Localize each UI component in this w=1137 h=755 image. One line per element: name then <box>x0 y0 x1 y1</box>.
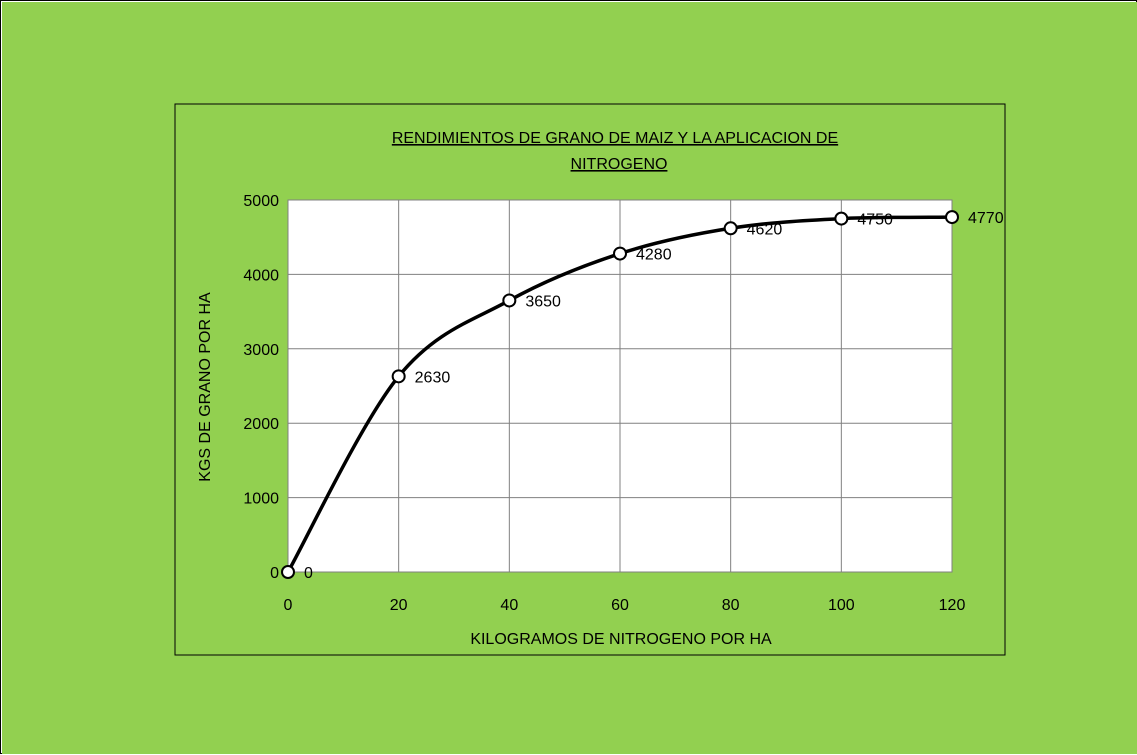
data-label: 4770 <box>968 210 1004 227</box>
data-point <box>614 248 626 260</box>
x-axis-title: KILOGRAMOS DE NITROGENO POR HA <box>470 631 772 648</box>
x-tick-label: 100 <box>828 597 855 614</box>
y-tick-label: 2000 <box>243 416 279 433</box>
y-axis-title: KGS DE GRANO POR HA <box>197 292 214 482</box>
data-point <box>946 211 958 223</box>
data-point <box>503 294 515 306</box>
data-label: 2630 <box>415 369 451 386</box>
data-label: 0 <box>304 565 313 582</box>
data-label: 4620 <box>747 221 783 238</box>
data-label: 3650 <box>525 293 561 310</box>
data-point <box>393 370 405 382</box>
chart-title-line-2: NITROGENO <box>571 156 668 173</box>
x-tick-label: 20 <box>390 597 408 614</box>
x-tick-label: 40 <box>500 597 518 614</box>
y-tick-label: 1000 <box>243 491 279 508</box>
x-tick-label: 80 <box>722 597 740 614</box>
data-point <box>835 213 847 225</box>
data-label: 4280 <box>636 247 672 264</box>
y-tick-label: 5000 <box>243 193 279 210</box>
x-tick-label: 120 <box>939 597 966 614</box>
y-tick-label: 0 <box>270 565 279 582</box>
y-tick-label: 4000 <box>243 267 279 284</box>
data-point <box>725 222 737 234</box>
x-tick-label: 60 <box>611 597 629 614</box>
x-tick-label: 0 <box>284 597 293 614</box>
chart-title-line-1: RENDIMIENTOS DE GRANO DE MAIZ Y LA APLIC… <box>392 130 838 147</box>
data-label: 4750 <box>857 212 893 229</box>
y-tick-label: 3000 <box>243 342 279 359</box>
data-point <box>282 566 294 578</box>
